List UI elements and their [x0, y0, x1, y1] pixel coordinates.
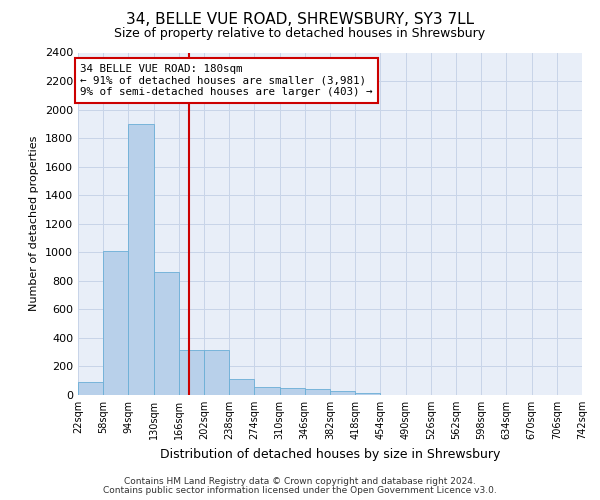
Text: 34 BELLE VUE ROAD: 180sqm
← 91% of detached houses are smaller (3,981)
9% of sem: 34 BELLE VUE ROAD: 180sqm ← 91% of detac… — [80, 64, 373, 97]
Text: Contains public sector information licensed under the Open Government Licence v3: Contains public sector information licen… — [103, 486, 497, 495]
Bar — [154, 272, 179, 395]
Y-axis label: Number of detached properties: Number of detached properties — [29, 136, 40, 312]
Text: 34, BELLE VUE ROAD, SHREWSBURY, SY3 7LL: 34, BELLE VUE ROAD, SHREWSBURY, SY3 7LL — [126, 12, 474, 28]
X-axis label: Distribution of detached houses by size in Shrewsbury: Distribution of detached houses by size … — [160, 448, 500, 460]
Bar — [103, 251, 128, 395]
Bar — [330, 392, 355, 395]
Bar — [355, 393, 380, 395]
Bar — [128, 124, 154, 395]
Bar — [78, 382, 103, 395]
Text: Size of property relative to detached houses in Shrewsbury: Size of property relative to detached ho… — [115, 28, 485, 40]
Bar — [280, 388, 305, 395]
Bar — [204, 350, 229, 395]
Text: Contains HM Land Registry data © Crown copyright and database right 2024.: Contains HM Land Registry data © Crown c… — [124, 477, 476, 486]
Bar — [305, 388, 330, 395]
Bar — [229, 378, 254, 395]
Bar — [179, 350, 204, 395]
Bar — [254, 387, 280, 395]
